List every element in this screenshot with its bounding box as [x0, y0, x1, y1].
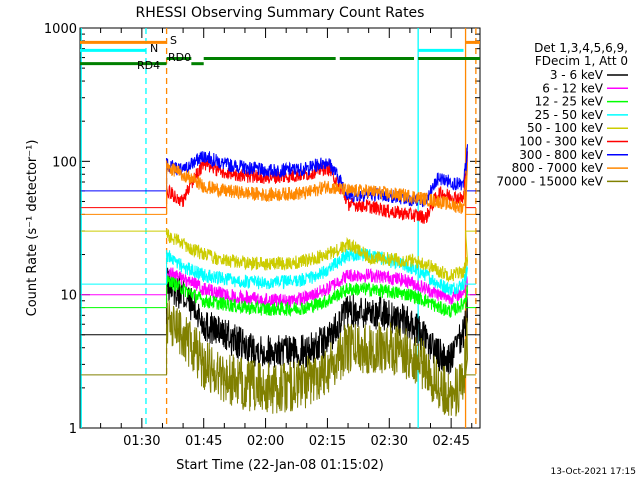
legend-label: 25 - 50 keV [535, 108, 604, 122]
x-axis-label: Start Time (22-Jan-08 01:15:02) [176, 458, 384, 473]
legend-label: 3 - 6 keV [550, 68, 604, 82]
flag-label-s: S [170, 34, 177, 47]
flag-label-rd0: RD0 [168, 51, 191, 64]
series-line-5 [81, 151, 476, 224]
legend-label: 50 - 100 keV [527, 121, 604, 135]
legend-label: 12 - 25 keV [535, 95, 604, 109]
legend-label: 100 - 300 keV [519, 135, 603, 149]
legend-label: 6 - 12 keV [542, 81, 604, 95]
y-tick-label: 100 [52, 155, 77, 170]
y-axis-label: Count Rate (s⁻¹ detector⁻¹) [25, 140, 40, 317]
y-tick-label: 1 [69, 422, 77, 437]
chart-title: RHESSI Observing Summary Count Rates [136, 5, 425, 21]
x-tick-label: 01:30 [123, 434, 160, 449]
legend-header-line2: FDecim 1, Att 0 [535, 54, 628, 68]
y-tick-label: 10 [60, 289, 77, 304]
x-tick-label: 01:45 [185, 434, 222, 449]
plot-frame [79, 27, 481, 429]
legend-label: 7000 - 15000 keV [496, 174, 603, 188]
series-line-1 [81, 267, 476, 309]
x-tick-label: 02:45 [432, 434, 469, 449]
flag-label-rd4: RD4 [137, 59, 160, 72]
legend-label: 300 - 800 keV [519, 148, 603, 162]
legend-header-line1: Det 1,3,4,5,6,9, [534, 41, 628, 55]
x-tick-label: 02:15 [309, 434, 346, 449]
footer-timestamp: 13-Oct-2021 17:15 [551, 467, 636, 477]
series-line-2 [81, 275, 476, 318]
series-line-7 [81, 160, 476, 215]
x-tick-label: 02:30 [371, 434, 408, 449]
series-line-0 [81, 267, 476, 375]
legend-label: 800 - 7000 keV [512, 161, 604, 175]
series-line-8 [81, 300, 476, 417]
series-line-4 [81, 228, 476, 283]
x-tick-label: 02:00 [247, 434, 284, 449]
y-tick-label: 1000 [44, 22, 77, 37]
flag-label-n: N [150, 42, 158, 55]
